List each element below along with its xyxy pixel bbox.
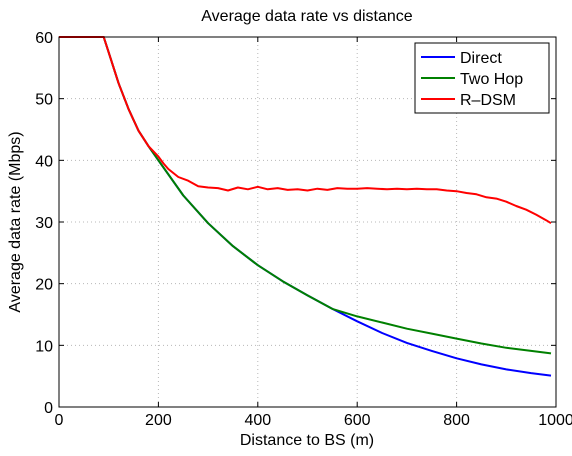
- y-tick-label: 60: [35, 30, 53, 47]
- y-axis-label: Average data rate (Mbps): [7, 131, 24, 312]
- x-tick-label: 400: [244, 412, 271, 429]
- legend-label: Direct: [460, 50, 502, 67]
- y-tick-label: 0: [44, 400, 53, 417]
- x-tick-label: 1000: [538, 412, 572, 429]
- legend-label: R–DSM: [460, 92, 516, 109]
- x-tick-label: 200: [145, 412, 172, 429]
- x-axis-label: Distance to BS (m): [240, 432, 374, 449]
- legend: Direct Two Hop R–DSM: [414, 42, 550, 114]
- y-tick-label: 50: [35, 92, 53, 109]
- axis-ticks: 0 200 400 600 800 1000 0 10 20 30 40 50 60: [35, 30, 572, 429]
- series-lines: [59, 36, 552, 377]
- series-line-3: [59, 36, 552, 225]
- x-tick-label: 0: [55, 412, 64, 429]
- grid: [59, 37, 556, 407]
- legend-label: Two Hop: [460, 71, 523, 88]
- y-tick-label: 30: [35, 215, 53, 232]
- y-tick-label: 40: [35, 153, 53, 170]
- y-tick-label: 20: [35, 277, 53, 294]
- x-tick-label: 600: [344, 412, 371, 429]
- y-tick-label: 10: [35, 338, 53, 355]
- x-tick-label: 800: [443, 412, 470, 429]
- chart-title: Average data rate vs distance: [201, 8, 412, 25]
